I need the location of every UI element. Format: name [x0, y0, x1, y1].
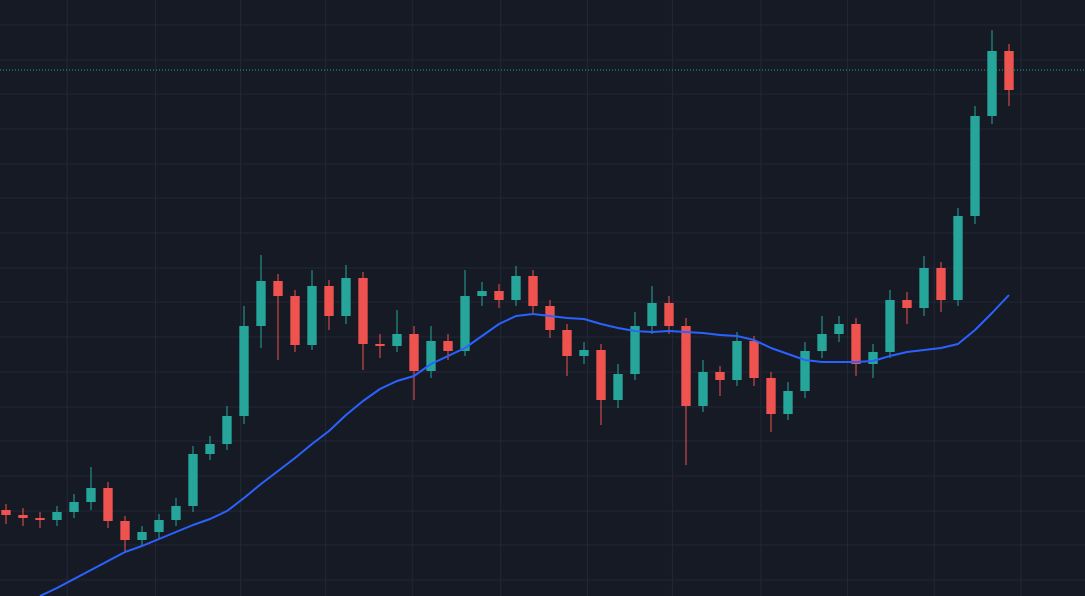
candle-body	[851, 324, 861, 364]
candle-body	[1, 510, 11, 515]
candle-body	[647, 303, 657, 326]
candle-body	[392, 334, 402, 346]
candle-body	[171, 506, 181, 520]
candle-body	[698, 372, 708, 406]
candle-body	[834, 324, 844, 334]
candle-body	[800, 351, 810, 391]
candle-body	[460, 296, 470, 351]
candle-body	[817, 334, 827, 351]
candle-body	[120, 521, 130, 540]
candle-body	[902, 300, 912, 308]
candle-body	[613, 374, 623, 400]
candle-body	[936, 268, 946, 300]
candle-body	[443, 341, 453, 351]
candle-body	[375, 344, 385, 346]
candle-body	[528, 276, 538, 306]
candle-body	[766, 378, 776, 414]
candle-body	[953, 216, 963, 300]
candle-body	[987, 51, 997, 116]
moving-average-line	[39, 294, 1010, 596]
candle-body	[35, 518, 45, 520]
candle-body	[749, 341, 759, 378]
candle-body	[545, 306, 555, 330]
candle-body	[103, 488, 113, 521]
candle-body	[885, 300, 895, 352]
candle-body	[52, 512, 62, 520]
candle-body	[324, 286, 334, 316]
candle-body	[86, 488, 96, 502]
candle-body	[664, 303, 674, 326]
candle-body	[256, 281, 266, 326]
candle-body	[919, 268, 929, 308]
candle-body	[732, 341, 742, 380]
candle-body	[18, 515, 28, 518]
candle-body	[426, 341, 436, 371]
candle-body	[783, 391, 793, 414]
candle-body	[239, 326, 249, 416]
candle-body	[477, 291, 487, 296]
candle-body	[511, 276, 521, 300]
candle-body	[494, 291, 504, 300]
candle-body	[205, 444, 215, 454]
candle-body	[358, 278, 368, 344]
candle-body	[222, 416, 232, 444]
candle-body	[273, 281, 283, 296]
candle-body	[341, 278, 351, 316]
candle-body	[137, 532, 147, 540]
candle-body	[596, 350, 606, 400]
candle-body	[69, 502, 79, 512]
candle-body	[188, 454, 198, 506]
candle-body	[154, 520, 164, 532]
candle-body	[715, 372, 725, 380]
candle-body	[307, 286, 317, 345]
candle-body	[868, 352, 878, 364]
candle-body	[630, 326, 640, 374]
candle-body	[970, 116, 980, 216]
candle-body	[579, 350, 589, 356]
candle-body	[681, 326, 691, 406]
candle-body	[562, 330, 572, 356]
candle-body	[290, 296, 300, 345]
candle-body	[1004, 51, 1014, 90]
candle-body	[409, 334, 419, 371]
